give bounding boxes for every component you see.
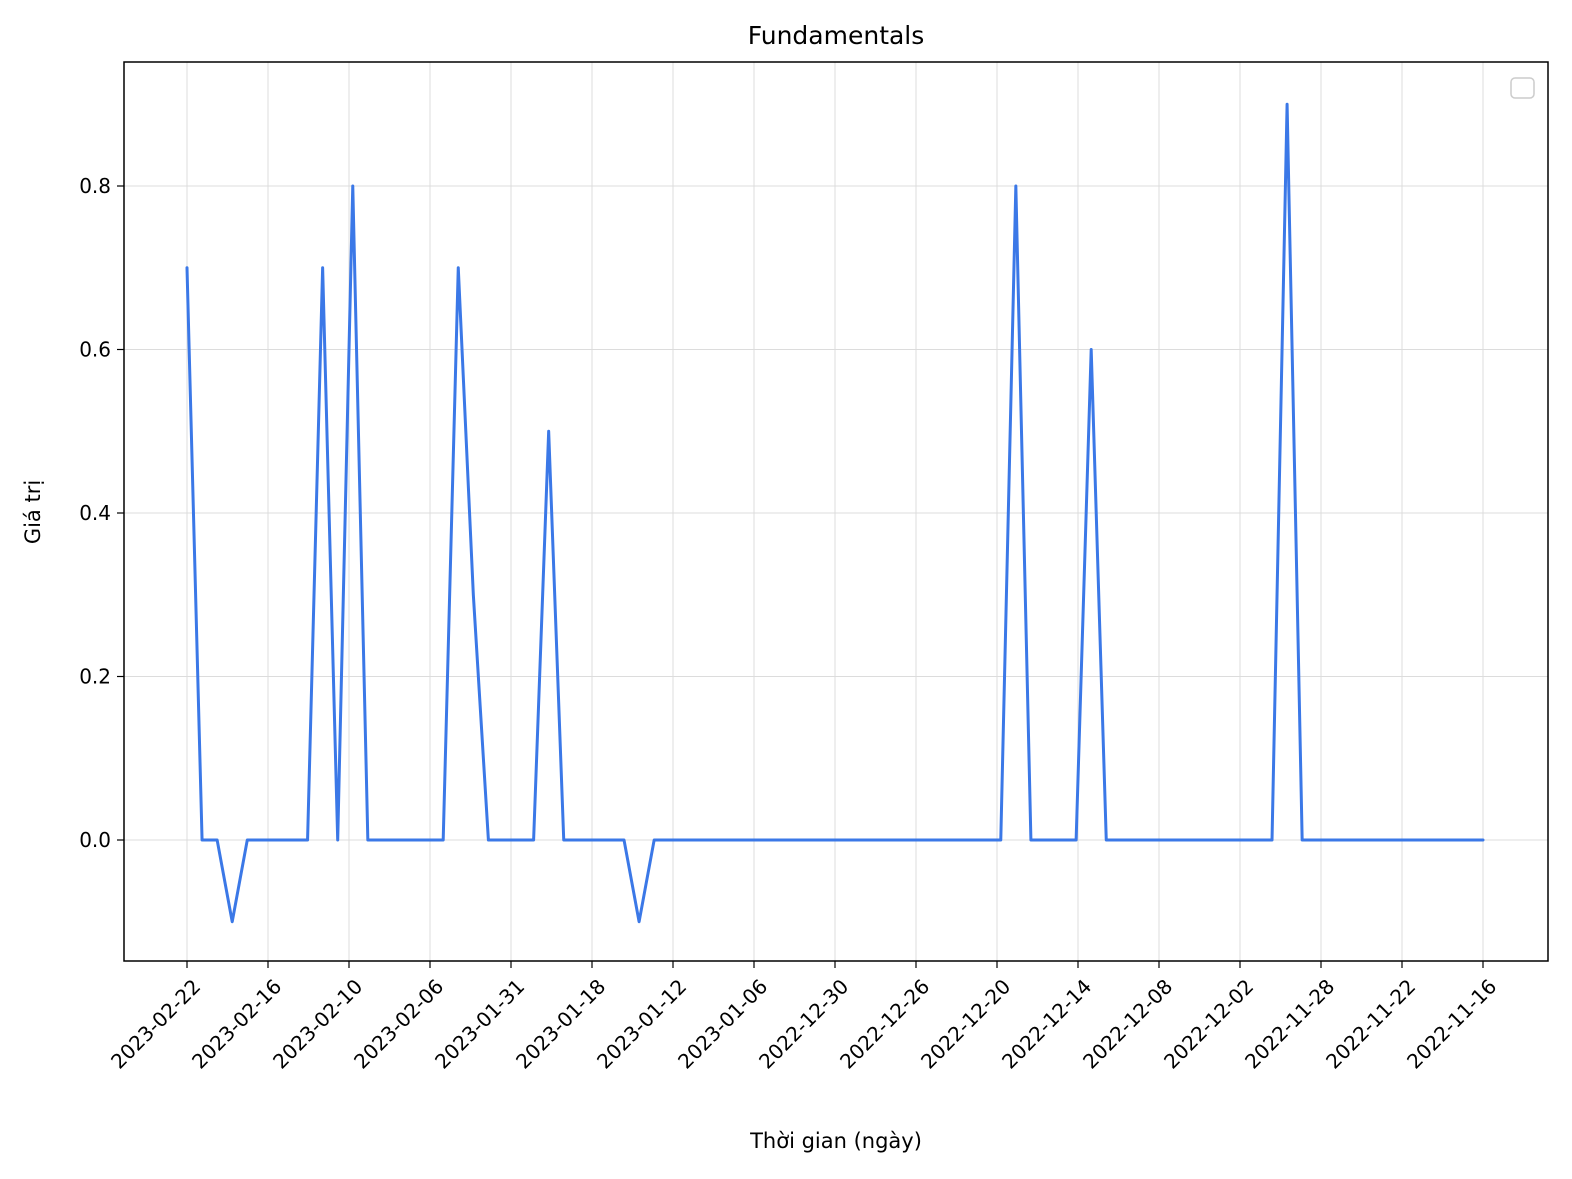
plot-frame [123, 61, 1549, 962]
chart-title: Fundamentals [748, 21, 925, 50]
y-tick-label: 0.2 [79, 665, 111, 689]
series-layer [185, 102, 1485, 924]
y-tick-label: 0.0 [79, 828, 111, 852]
series-line [185, 102, 1485, 924]
y-tick-label: 0.6 [79, 338, 111, 362]
x-axis-label: Thời gian (ngày) [749, 1129, 922, 1153]
y-tick-label: 0.4 [79, 501, 111, 525]
legend-box [1510, 77, 1535, 99]
y-axis-label: Giá trị [21, 480, 45, 544]
y-tick-label: 0.8 [79, 174, 111, 198]
